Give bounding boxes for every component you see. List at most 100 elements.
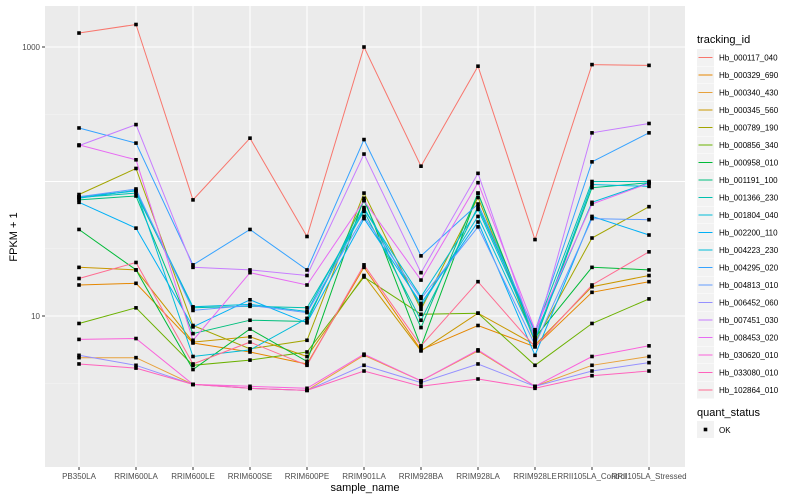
data-point <box>248 335 252 339</box>
x-tick-label: RRIM928BA <box>399 472 444 481</box>
data-point <box>305 268 309 272</box>
x-tick-label: RRIM600PE <box>285 472 329 481</box>
data-points <box>77 22 651 393</box>
data-point <box>533 333 537 337</box>
legend-entry-label: Hb_006452_060 <box>719 299 779 308</box>
data-point <box>590 369 594 373</box>
data-point <box>248 136 252 140</box>
data-point <box>362 265 366 270</box>
data-point <box>362 152 366 156</box>
data-point <box>590 354 594 359</box>
data-point <box>305 359 309 364</box>
data-point <box>134 281 138 286</box>
data-point <box>191 382 195 387</box>
legend-entry-label: Hb_000958_010 <box>719 159 779 168</box>
data-point <box>590 216 594 221</box>
data-point <box>533 363 537 368</box>
data-point <box>191 305 195 309</box>
x-tick-label: RRII105LA_Control <box>557 472 627 481</box>
data-point <box>419 312 423 317</box>
data-point <box>476 202 480 206</box>
data-point <box>476 348 480 352</box>
data-point <box>419 254 423 258</box>
legend-entry-label: Hb_102864_010 <box>719 386 779 395</box>
data-point <box>590 179 594 184</box>
data-point <box>590 236 594 240</box>
data-point <box>647 63 651 68</box>
legend: tracking_id Hb_000117_040 Hb_000329_690 Hb_… <box>697 34 779 438</box>
data-point <box>419 301 423 306</box>
data-point <box>647 354 651 359</box>
legend-entry-label: Hb_000340_430 <box>719 89 779 98</box>
x-axis: PB350LA RRIM600LA RRIM600LE RRIM600SE RRIM60… <box>62 467 687 481</box>
data-point <box>419 296 423 301</box>
x-tick-label: RRIM928LA <box>456 472 500 481</box>
data-point <box>305 354 309 359</box>
data-point <box>248 384 252 389</box>
data-point <box>191 362 195 366</box>
data-point <box>77 227 81 232</box>
data-point <box>476 180 480 185</box>
data-point <box>362 191 366 195</box>
legend-entry-label: Hb_001191_100 <box>719 176 778 185</box>
data-point <box>590 373 594 378</box>
y-tick-label: 1000 <box>22 43 40 52</box>
legend-entry-label: Hb_000789_190 <box>719 124 779 133</box>
x-tick-label: RRIM600LE <box>171 472 215 481</box>
y-axis-title: FPKM + 1 <box>8 212 20 261</box>
data-point <box>419 325 423 330</box>
legend-entry-label: Hb_004223_230 <box>719 246 779 255</box>
data-point <box>134 306 138 310</box>
data-point <box>647 360 651 365</box>
data-point <box>647 184 651 189</box>
data-point <box>134 355 138 360</box>
legend-title-tracking-id: tracking_id <box>697 34 750 46</box>
data-point <box>362 216 366 221</box>
data-point <box>191 263 195 267</box>
data-point <box>191 331 195 336</box>
data-point <box>647 131 651 135</box>
x-tick-label: PB350LA <box>62 472 96 481</box>
legend-entry-label: Hb_000117_040 <box>719 54 778 63</box>
data-point <box>362 214 366 219</box>
data-point <box>476 191 480 195</box>
x-tick-label: RRIM600LA <box>114 472 158 481</box>
data-point <box>77 353 81 358</box>
data-point <box>362 209 366 214</box>
data-point <box>362 207 366 212</box>
data-point <box>77 31 81 35</box>
data-point <box>647 279 651 284</box>
legend-entry-label: Hb_033080_010 <box>719 369 779 378</box>
data-point <box>647 273 651 278</box>
data-point <box>647 181 651 186</box>
data-point <box>191 367 195 372</box>
data-point <box>476 377 480 381</box>
data-point <box>476 171 480 176</box>
legend-entry-label: Hb_008453_020 <box>719 334 779 343</box>
data-point <box>248 227 252 232</box>
data-point <box>590 321 594 326</box>
data-point <box>647 233 651 237</box>
data-point <box>419 318 423 323</box>
legend-entry-label: OK <box>719 426 731 435</box>
data-point <box>248 327 252 331</box>
legend-entry-label: Hb_004813_010 <box>719 281 779 290</box>
data-point <box>476 204 480 209</box>
data-point <box>590 363 594 368</box>
data-point <box>647 344 651 348</box>
data-point <box>590 160 594 164</box>
data-point <box>191 198 195 202</box>
data-point <box>419 164 423 168</box>
data-point <box>362 45 366 49</box>
data-point <box>134 268 138 272</box>
data-point <box>248 358 252 362</box>
data-point <box>590 62 594 67</box>
data-point <box>134 194 138 198</box>
data-point <box>419 304 423 309</box>
data-point <box>533 343 537 347</box>
data-point <box>647 250 651 254</box>
data-point <box>134 191 138 195</box>
legend-entry-label: Hb_007451_030 <box>719 316 779 325</box>
data-point <box>134 166 138 171</box>
data-point <box>248 270 252 275</box>
